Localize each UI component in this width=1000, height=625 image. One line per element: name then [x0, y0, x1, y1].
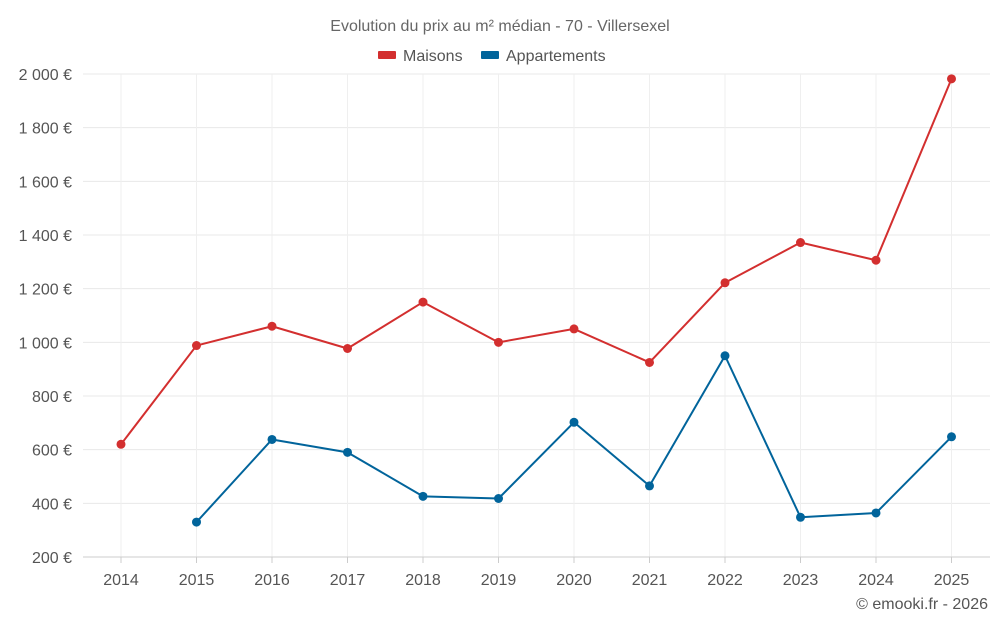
x-tick-label: 2018 [405, 572, 441, 589]
data-point-maisons[interactable] [116, 439, 126, 449]
x-tick-label: 2015 [179, 572, 215, 589]
y-tick-label: 800 € [32, 389, 72, 406]
legend-label-maisons: Maisons [403, 48, 463, 65]
legend-item-appartements[interactable]: Appartements [481, 48, 606, 65]
series-appartements [192, 351, 956, 527]
data-point-appartements[interactable] [871, 508, 881, 518]
data-point-maisons[interactable] [796, 238, 805, 248]
legend-label-appartements: Appartements [506, 48, 606, 65]
data-point-maisons[interactable] [192, 341, 201, 351]
data-point-appartements[interactable] [569, 417, 579, 427]
data-point-appartements[interactable] [796, 512, 805, 522]
grid [83, 73, 990, 558]
data-point-appartements[interactable] [645, 481, 654, 491]
data-point-maisons[interactable] [645, 357, 654, 367]
series-layer [116, 74, 956, 527]
x-tick-label: 2017 [330, 572, 366, 589]
x-tick-label: 2024 [858, 572, 894, 589]
legend-item-maisons[interactable]: Maisons [378, 48, 463, 65]
x-tick-label: 2022 [707, 572, 743, 589]
data-point-appartements[interactable] [720, 351, 730, 361]
x-tick-label: 2025 [934, 572, 970, 589]
y-tick-label: 400 € [32, 496, 72, 513]
legend-swatch-maisons [378, 51, 396, 59]
data-point-maisons[interactable] [947, 74, 956, 84]
x-tick-label: 2020 [556, 572, 592, 589]
y-tick-label: 1 200 € [19, 282, 72, 299]
axes: 200 € 400 € 600 € 800 € 1 000 € 1 200 € 1 400 … [19, 67, 990, 589]
legend[interactable]: Maisons Appartements [378, 48, 606, 65]
data-point-maisons[interactable] [267, 321, 277, 331]
series-maisons [116, 74, 956, 449]
data-point-maisons[interactable] [343, 344, 352, 354]
chart-title: Evolution du prix au m² médian - 70 - Vi… [330, 18, 669, 35]
data-point-maisons[interactable] [871, 255, 881, 265]
y-tick-label: 1 400 € [19, 228, 72, 245]
data-point-appartements[interactable] [418, 491, 428, 501]
y-tick-label: 1 600 € [19, 174, 72, 191]
y-tick-label: 2 000 € [19, 67, 72, 84]
series-line-maisons [120, 78, 953, 445]
x-tick-label: 2014 [103, 572, 139, 589]
data-point-maisons[interactable] [720, 278, 730, 288]
data-point-maisons[interactable] [569, 324, 579, 334]
y-tick-label: 1 000 € [19, 335, 72, 352]
y-tick-label: 600 € [32, 443, 72, 460]
data-point-appartements[interactable] [494, 494, 503, 504]
x-tick-label: 2023 [783, 572, 819, 589]
x-tick-label: 2016 [254, 572, 290, 589]
data-point-appartements[interactable] [343, 447, 352, 457]
x-tick-label: 2021 [632, 572, 668, 589]
legend-swatch-appartements [481, 51, 499, 59]
credit-text: © emooki.fr - 2026 [856, 596, 988, 613]
data-point-appartements[interactable] [267, 434, 277, 444]
x-tick-label: 2019 [481, 572, 517, 589]
y-tick-label: 1 800 € [19, 121, 72, 138]
data-point-maisons[interactable] [494, 337, 503, 347]
data-point-maisons[interactable] [418, 297, 428, 307]
y-tick-label: 200 € [32, 550, 72, 567]
data-point-appartements[interactable] [947, 432, 956, 442]
data-point-appartements[interactable] [192, 517, 201, 527]
